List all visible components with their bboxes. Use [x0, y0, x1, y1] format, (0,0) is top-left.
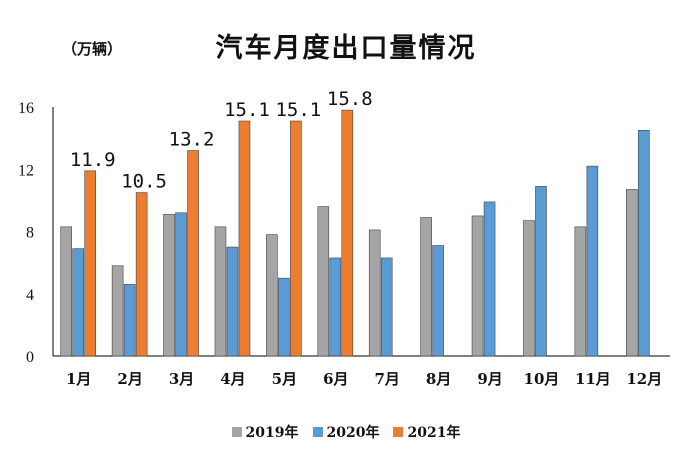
x-tick-label: 11月: [575, 370, 611, 388]
bar: [586, 165, 599, 357]
bar: [317, 206, 330, 357]
legend-item: 2021年: [393, 422, 460, 442]
bar: [175, 212, 187, 357]
bar: [471, 215, 484, 357]
x-tick-label: 4月: [220, 370, 245, 388]
bar: [523, 220, 535, 357]
bar: [226, 246, 239, 357]
bar: [214, 226, 227, 357]
bar: [574, 226, 587, 357]
data-label: 11.9: [70, 149, 116, 171]
bar: [266, 234, 278, 357]
bars: [60, 109, 650, 357]
legend: 2019年 2020年 2021年: [0, 422, 692, 442]
legend-item: 2019年: [231, 422, 299, 442]
bar: [290, 120, 302, 357]
data-label: 15.1: [275, 99, 321, 121]
legend-label: 2019年: [245, 425, 299, 441]
bar: [238, 120, 251, 357]
data-label: 13.2: [169, 129, 215, 151]
bar: [72, 248, 85, 357]
bar: [380, 257, 393, 357]
bar: [420, 217, 432, 357]
bar: [60, 226, 73, 357]
y-tick-label: 8: [26, 225, 34, 242]
x-tick-label: 6月: [323, 370, 348, 388]
x-tick-label: 8月: [426, 370, 451, 388]
y-tick-label: 12: [18, 162, 34, 179]
bar: [329, 257, 342, 357]
x-tick-label: 9月: [477, 370, 502, 388]
bar: [483, 201, 496, 357]
legend-swatch: [231, 427, 242, 437]
bar: [637, 130, 650, 357]
labels: 11.910.513.2 15.1 15.1 15.8: [70, 88, 373, 192]
x-tick-label: 2月: [117, 370, 142, 388]
y-tick-label: 16: [18, 100, 34, 117]
axes: 0 4 8 12 16 1月 2月 3月 4月 5月 6月 7月 8月 9月 10月 11月 12月: [18, 100, 670, 388]
data-label: 15.1: [224, 99, 270, 121]
x-tick-label: 12月: [626, 370, 662, 388]
bar: [341, 109, 354, 357]
y-tick-label: 0: [26, 349, 34, 366]
legend-swatch: [312, 427, 323, 437]
x-tick-label: 10月: [524, 370, 560, 388]
x-tick-label: 7月: [374, 370, 399, 388]
x-tick-label: 1月: [66, 370, 91, 388]
bar: [368, 229, 381, 357]
bar: [625, 189, 638, 357]
bar: [278, 277, 290, 357]
chart-title: 汽车月度出口量情况: [215, 33, 477, 64]
bar: [535, 186, 547, 357]
legend-item: 2020年: [312, 422, 380, 442]
data-label: 15.8: [327, 88, 373, 110]
bar: [432, 245, 444, 357]
x-tick-label: 5月: [272, 370, 297, 388]
bar: [163, 214, 175, 357]
bar: [84, 170, 97, 357]
y-tick-label: 4: [26, 287, 34, 304]
legend-swatch: [393, 427, 404, 437]
bar: [123, 284, 136, 357]
legend-label: 2020年: [326, 425, 380, 441]
data-label: 10.5: [121, 171, 167, 193]
legend-label: 2021年: [407, 425, 461, 441]
x-tick-label: 3月: [169, 370, 194, 388]
unit-label: （万辆）: [62, 40, 123, 58]
bar: [135, 192, 148, 357]
bar: [187, 150, 199, 357]
bar: [111, 265, 124, 357]
